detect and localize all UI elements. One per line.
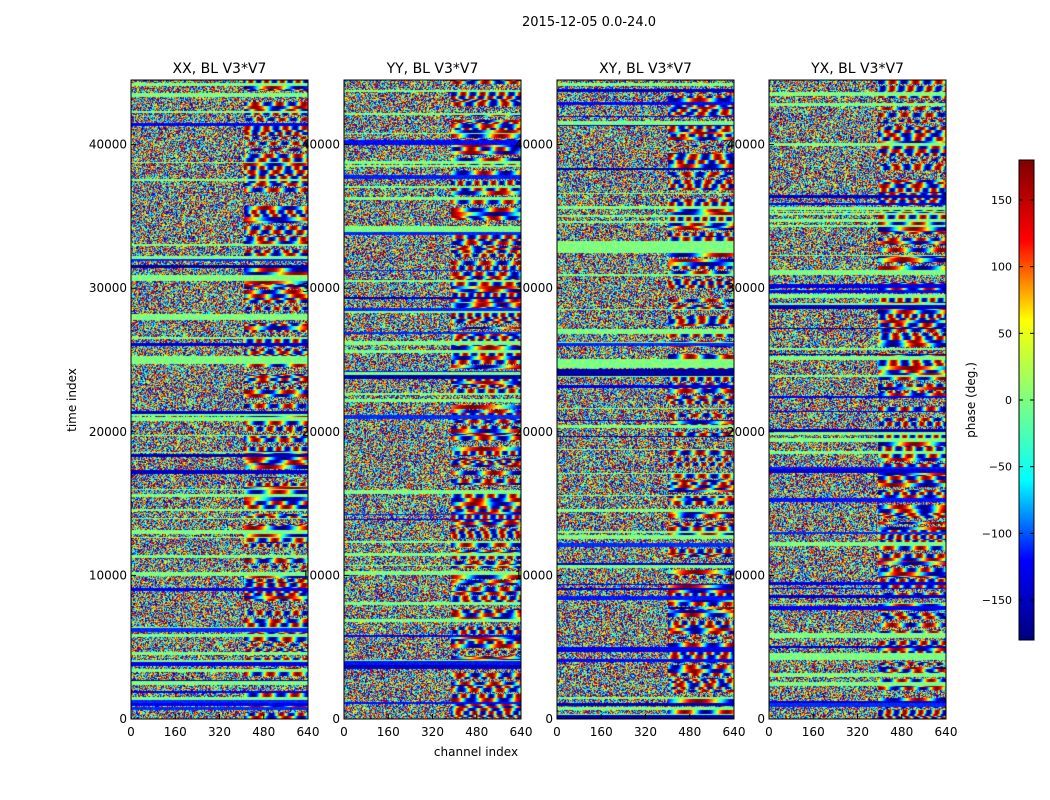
colorbar-tick-label: −100 bbox=[982, 527, 1012, 540]
panel-3: XY, BL V3*V7 0 160 320 480 640 0 10000 20000 3000… bbox=[515, 61, 746, 739]
y-tick-label: 30000 bbox=[727, 281, 765, 295]
y-tick-label: 30000 bbox=[515, 281, 553, 295]
x-tick-label: 480 bbox=[678, 725, 701, 739]
x-tick-label: 320 bbox=[208, 725, 231, 739]
y-tick-label: 10000 bbox=[515, 568, 553, 582]
heatmap-image bbox=[344, 80, 521, 719]
y-tick-label: 10000 bbox=[302, 568, 340, 582]
y-tick-label: 30000 bbox=[89, 281, 127, 295]
x-tick-label: 640 bbox=[723, 725, 746, 739]
y-tick-label: 10000 bbox=[727, 568, 765, 582]
x-tick-label: 320 bbox=[634, 725, 657, 739]
panel-2: YY, BL V3*V7 0 160 320 480 640 0 10000 20000 3000… bbox=[302, 61, 533, 739]
y-tick-label: 0 bbox=[332, 712, 340, 726]
x-tick-label: 640 bbox=[297, 725, 320, 739]
panel-title: YX, BL V3*V7 bbox=[810, 61, 904, 77]
x-tick-label: 160 bbox=[590, 725, 613, 739]
colorbar-tick-label: −150 bbox=[982, 594, 1012, 607]
x-tick-label: 480 bbox=[252, 725, 275, 739]
x-tick-label: 640 bbox=[510, 725, 533, 739]
x-tick-label: 640 bbox=[935, 725, 958, 739]
x-tick-label: 480 bbox=[465, 725, 488, 739]
panel-title: YY, BL V3*V7 bbox=[386, 61, 479, 77]
y-tick-label: 30000 bbox=[302, 281, 340, 295]
y-tick-label: 0 bbox=[545, 712, 553, 726]
x-tick-label: 0 bbox=[340, 725, 348, 739]
y-tick-label: 20000 bbox=[515, 425, 553, 439]
x-tick-label: 480 bbox=[890, 725, 913, 739]
heatmap-image bbox=[131, 80, 308, 719]
y-tick-label: 20000 bbox=[302, 425, 340, 439]
colorbar-tick-label: 100 bbox=[991, 261, 1012, 274]
x-tick-label: 0 bbox=[765, 725, 773, 739]
panel-1: XX, BL V3*V7 0 160 320 480 640 0 10000 20000 3000… bbox=[89, 61, 320, 739]
y-tick-label: 0 bbox=[757, 712, 765, 726]
y-axis-label: time index bbox=[65, 368, 79, 432]
x-tick-label: 160 bbox=[164, 725, 187, 739]
y-tick-label: 40000 bbox=[727, 138, 765, 152]
colorbar-tick-label: 50 bbox=[998, 327, 1012, 340]
heatmap-image bbox=[769, 80, 946, 719]
colorbar-tick-label: 150 bbox=[991, 194, 1012, 207]
figure-title: 2015-12-05 0.0-24.0 bbox=[522, 15, 656, 30]
x-tick-label: 0 bbox=[127, 725, 135, 739]
x-axis-label: channel index bbox=[434, 745, 518, 759]
panels: XX, BL V3*V7 0 160 320 480 640 0 10000 20000 3000… bbox=[89, 61, 958, 739]
y-tick-label: 10000 bbox=[89, 568, 127, 582]
y-tick-label: 40000 bbox=[89, 138, 127, 152]
y-tick-label: 40000 bbox=[302, 138, 340, 152]
y-tick-label: 20000 bbox=[89, 425, 127, 439]
colorbar-tick-label: 0 bbox=[1005, 394, 1012, 407]
panel-4: YX, BL V3*V7 0 160 320 480 640 0 10000 20000 3000… bbox=[727, 61, 958, 739]
colorbar-tick-label: −50 bbox=[989, 461, 1012, 474]
y-tick-label: 20000 bbox=[727, 425, 765, 439]
panel-title: XY, BL V3*V7 bbox=[599, 61, 692, 77]
colorbar-label: phase (deg.) bbox=[964, 362, 978, 438]
x-tick-label: 320 bbox=[421, 725, 444, 739]
x-tick-label: 160 bbox=[377, 725, 400, 739]
x-tick-label: 320 bbox=[846, 725, 869, 739]
colorbar: 150 100 50 0 −50 −100 −150 phase (deg.) bbox=[964, 159, 1035, 641]
colorbar-ticks: 150 100 50 0 −50 −100 −150 bbox=[982, 194, 1034, 607]
y-tick-label: 0 bbox=[119, 712, 127, 726]
x-tick-label: 0 bbox=[553, 725, 561, 739]
y-tick-label: 40000 bbox=[515, 138, 553, 152]
x-tick-label: 160 bbox=[802, 725, 825, 739]
panel-title: XX, BL V3*V7 bbox=[173, 61, 267, 77]
heatmap-image bbox=[557, 80, 734, 719]
